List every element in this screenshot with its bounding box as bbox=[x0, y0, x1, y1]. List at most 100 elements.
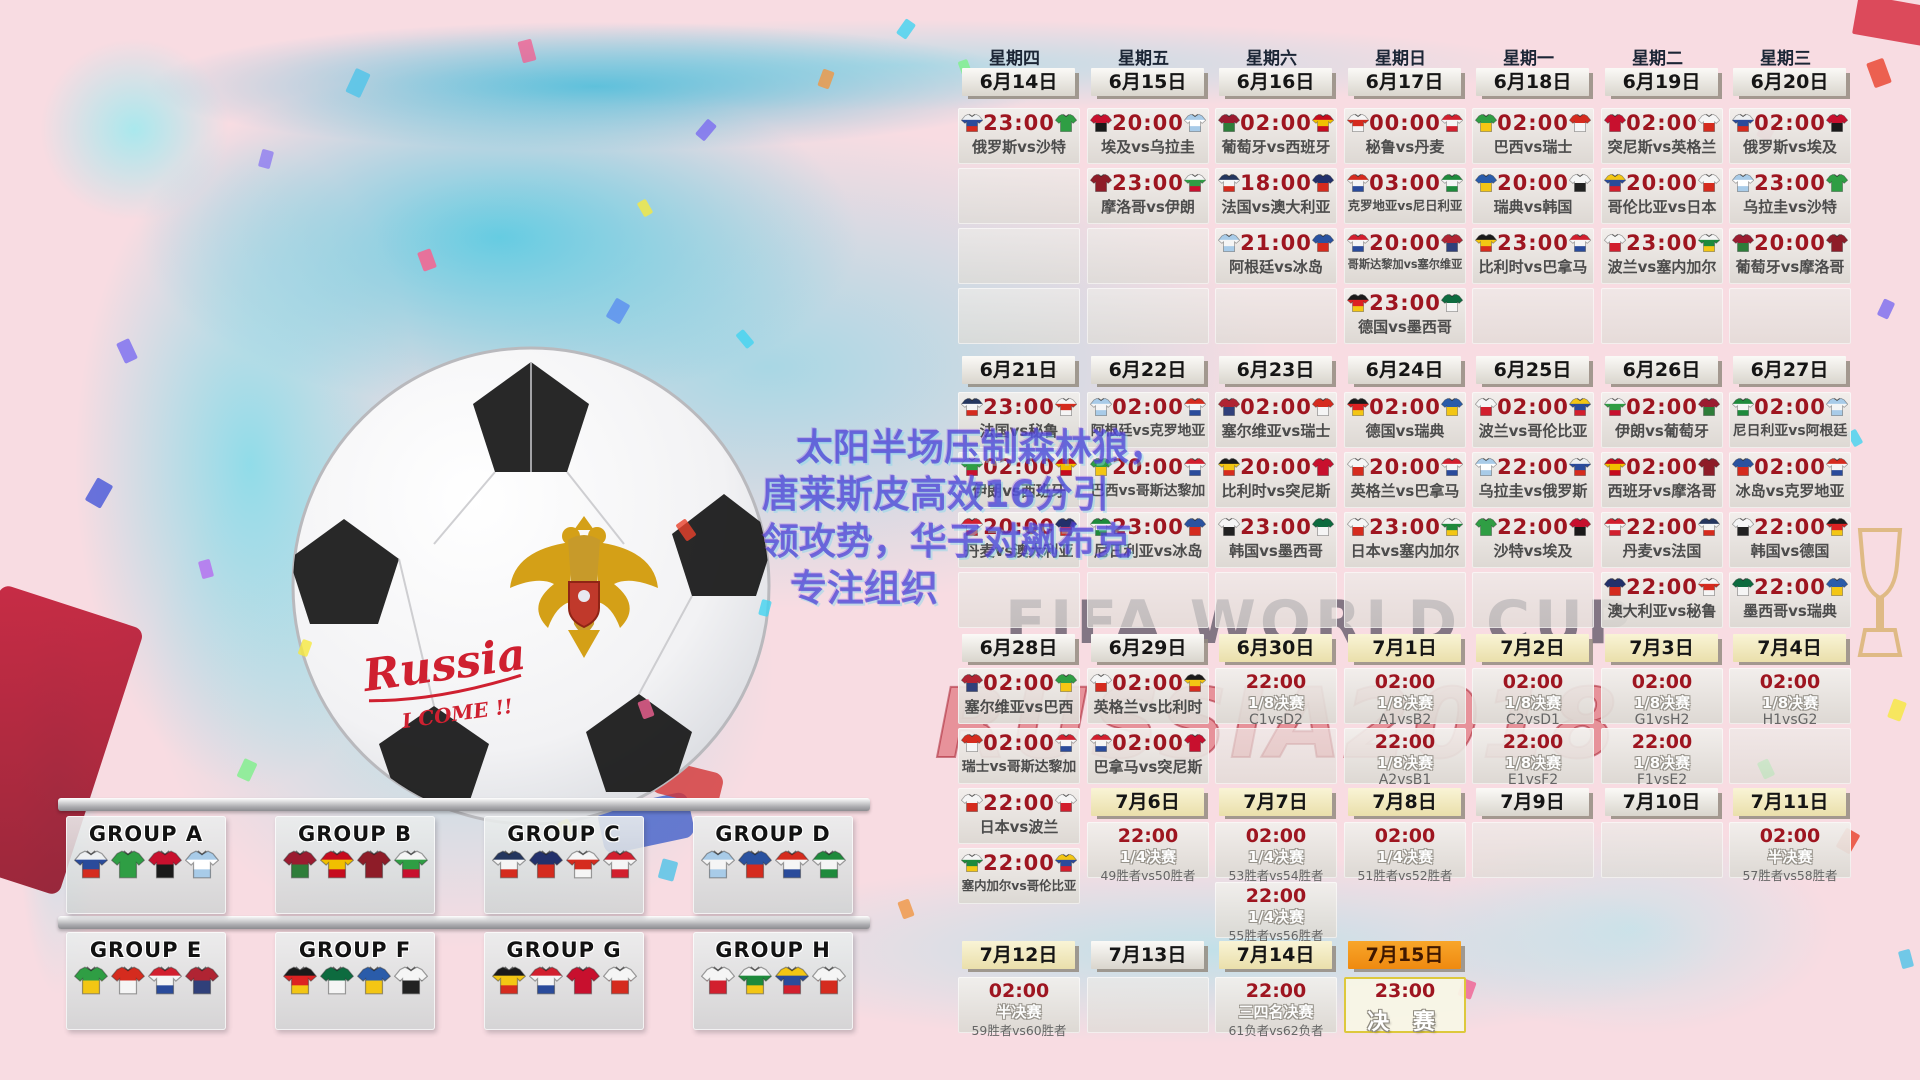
empty-cell bbox=[1087, 572, 1209, 628]
match-top: 02:00 bbox=[1087, 668, 1209, 695]
match-time: 00:00 bbox=[1369, 111, 1441, 135]
match-teams: 俄罗斯vs埃及 bbox=[1743, 138, 1837, 156]
match-time: 02:00 bbox=[1240, 395, 1312, 419]
jersey-icon bbox=[1183, 733, 1206, 753]
knockout-cell: 02:00 1/8决赛 A1vsB2 bbox=[1344, 668, 1466, 728]
jersey-icon bbox=[1311, 397, 1334, 417]
knockout-time: 22:00 bbox=[1245, 671, 1307, 693]
date-header: 6月15日 bbox=[1091, 68, 1204, 96]
match-time: 02:00 bbox=[1754, 395, 1826, 419]
empty-cell bbox=[1215, 572, 1337, 628]
empty-cell bbox=[1472, 288, 1594, 344]
knockout-time: 22:00 bbox=[1502, 731, 1564, 753]
knockout-cell: 22:00 1/8决赛 F1vsE2 bbox=[1601, 728, 1723, 788]
date-header: 6月24日 bbox=[1348, 356, 1461, 384]
match-top: 22:00 bbox=[1472, 452, 1594, 479]
match-cell: 23:00 韩国vs墨西哥 bbox=[1215, 512, 1337, 568]
match-cell: 22:00 乌拉圭vs俄罗斯 bbox=[1472, 452, 1594, 508]
jersey-icon bbox=[811, 850, 846, 879]
date-header: 6月26日 bbox=[1605, 356, 1718, 384]
knockout-time: 22:00 bbox=[1374, 731, 1436, 753]
jersey-icon bbox=[282, 966, 317, 995]
jersey-icon bbox=[1825, 113, 1848, 133]
empty-cell bbox=[1087, 977, 1209, 1033]
match-cell: 02:00 英格兰vs比利时 bbox=[1087, 668, 1209, 724]
weekday-label: 星期四 bbox=[989, 49, 1040, 69]
match-cell: 23:00 德国vs墨西哥 bbox=[1344, 288, 1466, 344]
match-time: 20:00 bbox=[1240, 455, 1312, 479]
match-cell: 02:00 瑞士vs哥斯达黎加 bbox=[958, 728, 1080, 784]
match-cell: 02:00 德国vs瑞典 bbox=[1344, 392, 1466, 448]
jersey-icon bbox=[1697, 233, 1720, 253]
jersey-icon bbox=[110, 966, 145, 995]
match-teams: 比利时vs巴拿马 bbox=[1478, 258, 1588, 276]
empty-cell bbox=[1215, 288, 1337, 344]
jersey-icon bbox=[110, 850, 145, 879]
match-cell: 02:00 巴西vs瑞士 bbox=[1472, 108, 1594, 164]
group-name: GROUP H bbox=[715, 938, 831, 962]
match-teams: 瑞典vs韩国 bbox=[1493, 198, 1573, 216]
match-time: 23:00 bbox=[983, 395, 1055, 419]
empty-cell bbox=[1344, 572, 1466, 628]
match-teams: 伊朗vs西班牙 bbox=[972, 482, 1066, 500]
empty-cell bbox=[958, 228, 1080, 284]
match-teams: 塞尔维亚vs巴西 bbox=[964, 698, 1074, 716]
match-cell: 22:00 沙特vs埃及 bbox=[1472, 512, 1594, 568]
match-top: 02:00 bbox=[958, 452, 1080, 479]
empty-cell bbox=[958, 288, 1080, 344]
match-teams: 法国vs澳大利亚 bbox=[1221, 198, 1331, 216]
group-name: GROUP G bbox=[506, 938, 622, 962]
jersey-icon bbox=[1440, 397, 1463, 417]
jersey-icon bbox=[528, 850, 563, 879]
date-header: 6月22日 bbox=[1091, 356, 1204, 384]
group-jerseys bbox=[693, 846, 853, 879]
match-teams: 巴拿马vs突尼斯 bbox=[1093, 758, 1203, 776]
match-top: 20:00 bbox=[1215, 452, 1337, 479]
group-box-e: GROUP E bbox=[66, 932, 226, 1030]
match-time: 18:00 bbox=[1240, 171, 1312, 195]
knockout-participants: 49胜者vs50胜者 bbox=[1100, 868, 1196, 883]
match-cell: 20:00 比利时vs突尼斯 bbox=[1215, 452, 1337, 508]
match-teams: 塞内加尔vs哥伦比亚 bbox=[961, 878, 1077, 893]
jersey-icon bbox=[1732, 517, 1755, 537]
knockout-stage: 三四名决赛 bbox=[1238, 1003, 1314, 1021]
match-teams: 巴西vs哥斯达黎加 bbox=[1090, 483, 1206, 499]
match-top: 02:00 bbox=[1601, 392, 1723, 419]
jersey-icon bbox=[1218, 113, 1241, 133]
match-top: 02:00 bbox=[1729, 108, 1851, 135]
knockout-stage: 1/4决赛 bbox=[1247, 908, 1305, 926]
group-box-h: GROUP H bbox=[693, 932, 853, 1030]
match-top: 02:00 bbox=[1344, 392, 1466, 419]
jersey-icon bbox=[700, 850, 735, 879]
match-time: 23:00 bbox=[983, 111, 1055, 135]
jersey-icon bbox=[1568, 397, 1591, 417]
match-teams: 塞尔维亚vs瑞士 bbox=[1221, 422, 1331, 440]
match-cell: 22:00 塞内加尔vs哥伦比亚 bbox=[958, 848, 1080, 904]
knockout-cell: 02:00 半决赛 59胜者vs60胜者 bbox=[958, 977, 1080, 1038]
jersey-icon bbox=[1090, 397, 1113, 417]
jersey-icon bbox=[1311, 173, 1334, 193]
match-top: 20:00 bbox=[1087, 108, 1209, 135]
empty-cell bbox=[1601, 822, 1723, 878]
jersey-icon bbox=[961, 113, 984, 133]
match-cell: 22:00 澳大利亚vs秘鲁 bbox=[1601, 572, 1723, 628]
jersey-icon bbox=[1697, 457, 1720, 477]
jersey-icon bbox=[1311, 233, 1334, 253]
match-time: 22:00 bbox=[1497, 455, 1569, 479]
weekday-label: 星期六 bbox=[1246, 49, 1297, 69]
jersey-icon bbox=[1604, 397, 1627, 417]
jersey-icon bbox=[961, 733, 984, 753]
date-header: 7月1日 bbox=[1348, 634, 1461, 662]
match-top: 20:00 bbox=[1344, 452, 1466, 479]
jersey-icon bbox=[961, 853, 984, 873]
match-teams: 日本vs塞内加尔 bbox=[1350, 542, 1460, 560]
match-time: 20:00 bbox=[1369, 455, 1441, 479]
match-cell: 02:00 俄罗斯vs埃及 bbox=[1729, 108, 1851, 164]
match-teams: 摩洛哥vs伊朗 bbox=[1101, 198, 1195, 216]
match-time: 22:00 bbox=[1626, 575, 1698, 599]
match-teams: 克罗地亚vs尼日利亚 bbox=[1347, 198, 1463, 213]
match-top: 02:00 bbox=[958, 728, 1080, 755]
date-header: 6月21日 bbox=[962, 356, 1075, 384]
date-header: 7月7日 bbox=[1219, 788, 1332, 816]
match-teams: 法国vs秘鲁 bbox=[979, 422, 1059, 440]
